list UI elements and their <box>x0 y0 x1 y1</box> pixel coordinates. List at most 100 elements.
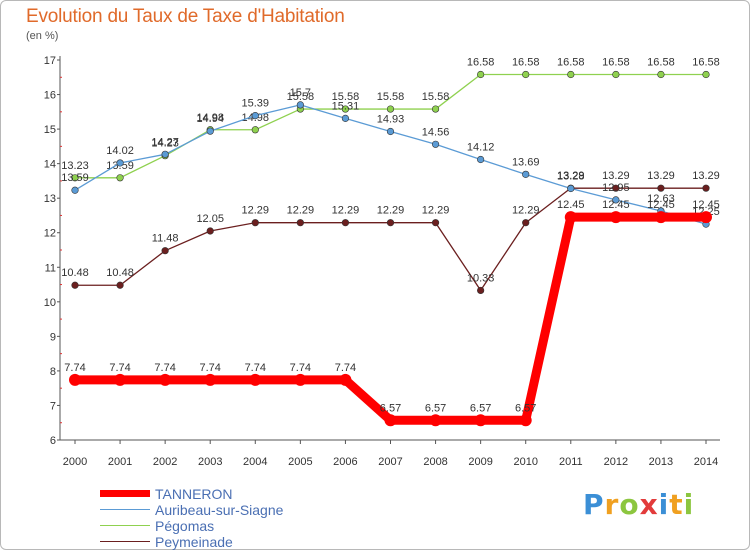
series-line-tanneron <box>75 212 706 425</box>
data-label: 13.29 <box>647 170 675 182</box>
data-point <box>702 184 710 192</box>
data-label: 7.74 <box>290 362 311 374</box>
data-label: 12.29 <box>422 205 450 217</box>
data-point <box>116 281 124 289</box>
x-tick-label: 2006 <box>333 456 357 468</box>
logo-letter: i <box>658 488 670 521</box>
data-point <box>114 373 127 386</box>
data-point <box>657 184 665 192</box>
data-point <box>161 150 169 158</box>
data-label: 13.29 <box>557 170 585 182</box>
series-auribeau-sur-siagne: 13.59 14.02 14.27 14.94 15.39 15.7 15.31 14.93 1… <box>61 87 720 228</box>
data-label: 14.02 <box>106 145 134 157</box>
data-label: 14.27 <box>151 136 179 148</box>
data-point <box>341 219 350 227</box>
data-label: 10.33 <box>467 272 495 284</box>
x-tick-label: 2014 <box>694 456 718 468</box>
line-chart: 6 7 8 9 10 11 12 13 14 15 16 17 2000 2001 2002 2003 2004… <box>44 55 720 468</box>
data-label: 7.74 <box>154 362 175 374</box>
data-point <box>386 105 395 113</box>
data-label: 12.95 <box>602 182 630 194</box>
data-label: 12.45 <box>602 199 630 211</box>
y-tick-label: 6 <box>50 435 56 447</box>
data-point <box>251 126 259 134</box>
x-tick-label: 2009 <box>468 456 492 468</box>
data-point <box>296 101 304 109</box>
x-tick-label: 2001 <box>108 456 132 468</box>
data-point <box>69 373 81 386</box>
legend-swatch-auribeau <box>100 509 150 510</box>
data-point <box>609 211 622 224</box>
data-point <box>564 211 577 224</box>
data-label: 13.29 <box>692 170 720 182</box>
data-point <box>341 105 350 113</box>
data-label: 13.69 <box>512 156 540 168</box>
data-point <box>477 70 485 79</box>
data-point <box>474 414 487 427</box>
data-point <box>431 140 440 148</box>
data-label: 15.31 <box>332 100 360 112</box>
data-label: 12.45 <box>692 199 720 211</box>
data-label: 6.57 <box>425 402 446 414</box>
data-label: 10.48 <box>61 267 89 279</box>
data-point <box>384 414 397 427</box>
legend-swatch-peymeinade <box>100 541 150 542</box>
data-point <box>206 127 214 135</box>
data-label: 12.29 <box>332 205 360 217</box>
x-tick-label: 2010 <box>513 456 537 468</box>
data-label: 13.29 <box>602 170 630 182</box>
data-label: 15.39 <box>242 98 270 110</box>
data-point <box>294 373 307 386</box>
x-tick-label: 2000 <box>63 456 87 468</box>
data-point <box>386 219 395 227</box>
legend-swatch-tanneron <box>100 490 150 497</box>
logo-letter: i <box>683 488 695 521</box>
data-label: 7.74 <box>64 362 85 374</box>
data-point <box>522 219 530 227</box>
data-label: 7.74 <box>245 362 266 374</box>
y-tick-label: 13 <box>44 193 56 205</box>
data-label: 13.28 <box>557 171 585 183</box>
data-point <box>567 184 575 193</box>
data-label: 7.74 <box>335 362 356 374</box>
data-point <box>386 127 395 136</box>
data-label: 13.59 <box>61 172 89 184</box>
data-label: 13.23 <box>61 160 89 172</box>
data-point <box>206 227 214 235</box>
data-label: 14.93 <box>377 114 405 126</box>
x-tick-label: 2005 <box>288 456 312 468</box>
y-tick-label: 12 <box>44 228 56 240</box>
data-point <box>204 373 217 386</box>
data-point <box>519 414 532 427</box>
proxiti-logo: Proxiti <box>583 488 694 521</box>
data-point <box>249 373 262 386</box>
data-point <box>341 114 350 122</box>
x-tick-label: 2011 <box>559 456 583 468</box>
x-tick-label: 2002 <box>153 456 177 468</box>
y-tick-label: 9 <box>50 331 56 343</box>
data-label: 12.45 <box>557 199 585 211</box>
data-label: 6.57 <box>380 402 401 414</box>
x-tick-label: 2008 <box>423 456 447 468</box>
data-point <box>116 159 124 167</box>
logo-letter: P <box>583 488 605 521</box>
data-label: 14.56 <box>422 126 450 138</box>
data-label: 15.7 <box>290 87 311 99</box>
chart-title: Evolution du Taux de Taxe d'Habitation <box>26 6 345 27</box>
data-label: 12.29 <box>242 205 270 217</box>
data-label: 7.74 <box>109 362 130 374</box>
legend-swatch-pegomas <box>100 525 150 526</box>
logo-letter: r <box>604 488 620 521</box>
data-point <box>339 373 352 386</box>
data-point <box>654 211 667 224</box>
data-label: 15.58 <box>332 91 360 103</box>
data-label: 14.23 <box>151 138 179 150</box>
data-point <box>702 70 710 79</box>
data-label: 12.05 <box>196 213 224 225</box>
data-point <box>71 174 79 182</box>
y-tick-label: 7 <box>50 400 56 412</box>
data-label: 16.58 <box>557 57 585 69</box>
y-tick-label: 11 <box>45 262 56 274</box>
x-tick-label: 2003 <box>198 456 222 468</box>
data-label: 15.58 <box>287 91 315 103</box>
